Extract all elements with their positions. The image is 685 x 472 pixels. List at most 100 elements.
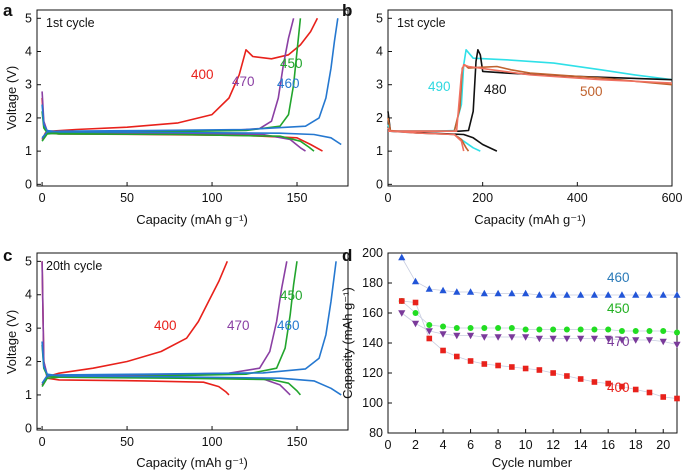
point-400-cycle-12 xyxy=(550,370,556,376)
point-460-cycle-15 xyxy=(590,291,599,298)
point-470-cycle-15 xyxy=(590,335,599,343)
point-460-cycle-2 xyxy=(411,277,420,285)
point-470-cycle-6 xyxy=(466,332,475,340)
x-tick-label-d-5: 10 xyxy=(519,438,533,452)
point-400-cycle-15 xyxy=(591,379,598,385)
point-400-cycle-21 xyxy=(674,395,680,402)
point-470-cycle-19 xyxy=(645,337,654,344)
point-470-cycle-8 xyxy=(494,334,502,341)
series-label-c-450: 450 xyxy=(280,288,303,303)
point-460-cycle-3 xyxy=(425,285,433,292)
point-400-cycle-3 xyxy=(426,335,433,342)
point-460-cycle-10 xyxy=(522,289,530,297)
point-400-cycle-19 xyxy=(646,389,653,396)
curves-a xyxy=(41,17,342,152)
point-400-cycle-14 xyxy=(577,376,584,382)
y-tick-label-d-2: 120 xyxy=(362,366,383,380)
point-400-cycle-11 xyxy=(536,367,543,373)
series-label-a-450: 450 xyxy=(280,56,303,71)
point-460-cycle-12 xyxy=(549,291,557,298)
curves-c xyxy=(41,260,342,396)
point-400-cycle-18 xyxy=(632,386,639,393)
panel-letter-c: c xyxy=(3,246,12,265)
x-axis-title-d: Cycle number xyxy=(492,455,573,470)
point-400-cycle-10 xyxy=(522,365,529,372)
y-tick-label-a-1: 1 xyxy=(25,144,32,158)
series-label-d-470: 470 xyxy=(607,334,630,349)
x-tick-label-b-3: 600 xyxy=(662,191,683,205)
point-450-cycle-8 xyxy=(495,325,502,331)
point-470-cycle-14 xyxy=(577,335,585,343)
x-tick-label-d-10: 20 xyxy=(656,438,670,452)
point-470-cycle-9 xyxy=(508,334,516,341)
y-tick-label-a-3: 3 xyxy=(25,78,32,92)
point-450-cycle-11 xyxy=(536,326,543,333)
point-470-cycle-4 xyxy=(439,331,447,338)
point-460-cycle-18 xyxy=(632,291,640,298)
ticks-c: 0 50 100 150 0 1 2 3 4 5 xyxy=(25,254,307,449)
y-tick-label-c-4: 4 xyxy=(25,288,32,302)
y-axis-title-a: Voltage (V) xyxy=(4,66,19,130)
point-460-cycle-4 xyxy=(439,286,447,294)
panel-c: c 0 50 100 150 0 1 2 3 4 5 20th cycle Capacity (m… xyxy=(3,246,349,470)
y-tick-label-c-5: 5 xyxy=(25,254,32,268)
point-460-cycle-14 xyxy=(577,291,585,298)
series-400-charge-line-a-0 xyxy=(41,17,319,140)
series-label-a-400: 400 xyxy=(191,67,214,82)
point-460-cycle-9 xyxy=(508,289,516,297)
point-400-cycle-9 xyxy=(509,364,515,370)
point-450-cycle-13 xyxy=(563,326,570,333)
point-450-cycle-16 xyxy=(605,326,612,333)
point-400-cycle-4 xyxy=(440,347,446,354)
series-label-a-460: 460 xyxy=(277,76,300,91)
y-tick-label-d-4: 160 xyxy=(362,306,383,320)
y-tick-label-d-3: 140 xyxy=(362,336,383,350)
y-tick-label-b-5: 5 xyxy=(376,11,383,25)
point-470-cycle-10 xyxy=(522,334,530,341)
series-460-discharge-line-a-3 xyxy=(41,104,342,146)
series-label-d-450: 450 xyxy=(607,301,630,316)
y-tick-label-d-0: 80 xyxy=(369,426,383,440)
point-400-cycle-13 xyxy=(564,373,570,379)
series-label-a-470: 470 xyxy=(232,74,255,89)
point-460-cycle-20 xyxy=(659,291,667,298)
point-400-cycle-1 xyxy=(398,298,405,304)
series-label-c-470: 470 xyxy=(227,318,250,333)
point-450-cycle-6 xyxy=(467,325,474,331)
markers-d xyxy=(398,253,681,402)
x-tick-label-a-2: 100 xyxy=(202,191,223,205)
y-tick-label-a-4: 4 xyxy=(25,45,32,59)
curves-b xyxy=(387,48,673,152)
point-400-cycle-8 xyxy=(495,362,501,369)
point-460-cycle-17 xyxy=(618,291,626,298)
point-450-cycle-5 xyxy=(453,325,460,331)
x-tick-label-d-2: 4 xyxy=(440,438,447,452)
point-450-cycle-2 xyxy=(412,310,419,316)
x-tick-label-c-0: 0 xyxy=(39,435,46,449)
panel-letter-a: a xyxy=(3,1,13,20)
point-470-cycle-5 xyxy=(453,332,461,340)
x-axis-title-b: Capacity (mAh g⁻¹) xyxy=(474,212,586,227)
ticks-d: 0 2 4 6 8 10 12 14 16 18 20 80 100 120 140 160 180 200 xyxy=(362,246,670,452)
point-450-cycle-10 xyxy=(522,326,529,333)
annotation-b: 1st cycle xyxy=(397,16,446,30)
point-400-cycle-5 xyxy=(454,353,460,360)
point-470-cycle-13 xyxy=(563,335,571,343)
plot-frame-a xyxy=(36,9,349,187)
x-tick-label-b-0: 0 xyxy=(385,191,392,205)
point-450-cycle-15 xyxy=(591,326,598,333)
x-tick-label-c-2: 100 xyxy=(202,435,223,449)
series-label-d-400: 400 xyxy=(607,380,630,395)
point-470-cycle-1 xyxy=(398,310,406,317)
x-tick-label-d-3: 6 xyxy=(467,438,474,452)
y-tick-label-a-5: 5 xyxy=(25,11,32,25)
point-450-cycle-19 xyxy=(646,328,653,334)
series-label-c-460: 460 xyxy=(277,318,300,333)
series-460-charge-line-a-3 xyxy=(41,18,339,139)
y-tick-label-d-6: 200 xyxy=(362,246,383,260)
point-400-cycle-20 xyxy=(660,394,667,400)
x-tick-label-d-9: 18 xyxy=(629,438,643,452)
x-tick-label-d-7: 14 xyxy=(574,438,588,452)
x-tick-label-a-3: 150 xyxy=(287,191,308,205)
series-450-charge-line-c-2 xyxy=(41,261,298,388)
